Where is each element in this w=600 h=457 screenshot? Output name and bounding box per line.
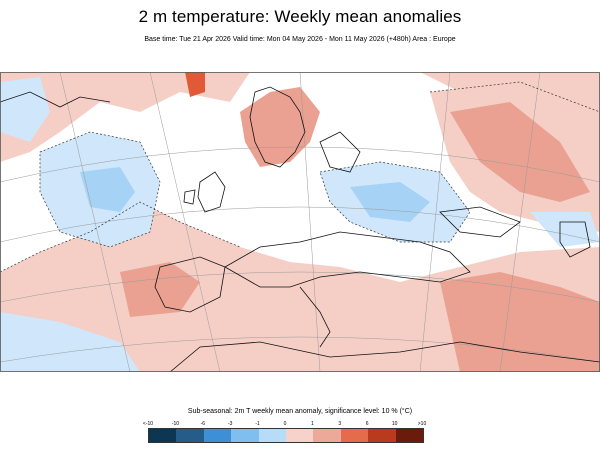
warm-region-north-atlantic: [0, 72, 600, 162]
legend-title: Sub-seasonal: 2m T weekly mean anomaly, …: [187, 408, 413, 415]
coastlines: [0, 86, 600, 372]
cold-region-north-west: [0, 77, 50, 142]
legend-tick-label: -6: [200, 421, 206, 427]
legend-tick-label: <-10: [142, 421, 154, 427]
legend-tick-label: 3: [338, 421, 342, 427]
legend-colorbar: [148, 428, 424, 443]
significance-contours: [0, 81, 600, 273]
legend-tick-label: 0: [283, 421, 287, 427]
warm-region-spain: [120, 262, 200, 317]
anomaly-map: [0, 72, 600, 372]
legend-tick-label: 1: [311, 421, 314, 427]
legend-tick-label: 10: [391, 421, 398, 427]
legend-swatch: [395, 429, 423, 442]
legend-tick-label: 6: [365, 421, 369, 427]
legend-swatch: [313, 429, 341, 442]
chart-title: 2 m temperature: Weekly mean anomalies: [138, 7, 462, 26]
warm-region-east: [450, 102, 590, 202]
warm-region-iceland: [185, 72, 205, 97]
legend-swatch: [285, 429, 314, 442]
legend-swatch: [368, 429, 396, 442]
cold-region-atlantic-core: [80, 167, 135, 212]
legend-tick-label: -1: [255, 421, 260, 427]
legend-tick-label: -3: [227, 421, 233, 427]
cold-region-south-atlantic: [0, 312, 140, 372]
warm-region-turkey: [440, 272, 600, 372]
chart-subtitle: Base time: Tue 21 Apr 2026 Valid time: M…: [144, 36, 456, 43]
legend-swatch: [203, 429, 232, 442]
legend-swatch: [176, 429, 204, 442]
legend-swatch: [258, 429, 286, 442]
cold-region-central-core: [350, 182, 430, 222]
legend-swatch: [340, 429, 369, 442]
legend-swatch: [231, 429, 259, 442]
legend-tick-label: >10: [417, 421, 427, 427]
legend-tick-label: -10: [171, 421, 180, 427]
legend-swatch: [149, 429, 177, 442]
